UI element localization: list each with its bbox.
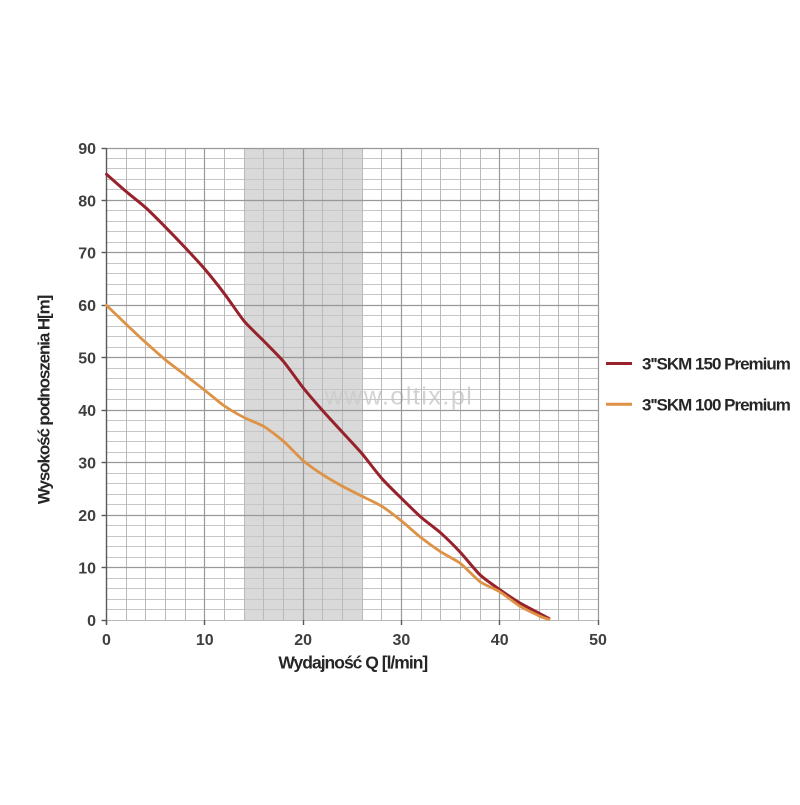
svg-text:80: 80 xyxy=(78,193,96,210)
svg-text:50: 50 xyxy=(78,351,96,368)
svg-text:40: 40 xyxy=(491,632,509,649)
svg-text:3''SKM 100 Premium: 3''SKM 100 Premium xyxy=(642,395,791,414)
svg-text:0: 0 xyxy=(102,632,111,649)
svg-text:90: 90 xyxy=(78,141,96,158)
svg-text:10: 10 xyxy=(78,560,96,577)
svg-text:www.oltix.pl: www.oltix.pl xyxy=(324,383,474,411)
svg-text:20: 20 xyxy=(294,632,312,649)
svg-text:50: 50 xyxy=(589,632,607,649)
svg-text:60: 60 xyxy=(78,298,96,315)
svg-text:3''SKM 150 Premium: 3''SKM 150 Premium xyxy=(642,355,791,374)
svg-text:Wysokość podnoszenia H[m]: Wysokość podnoszenia H[m] xyxy=(35,295,54,504)
svg-text:20: 20 xyxy=(78,508,96,525)
svg-text:30: 30 xyxy=(393,632,411,649)
svg-text:10: 10 xyxy=(196,632,214,649)
svg-text:30: 30 xyxy=(78,455,96,472)
svg-text:40: 40 xyxy=(78,403,96,420)
svg-text:0: 0 xyxy=(87,613,96,630)
svg-text:Wydajność Q [l/min]: Wydajność Q [l/min] xyxy=(278,653,427,673)
svg-text:70: 70 xyxy=(78,246,96,263)
